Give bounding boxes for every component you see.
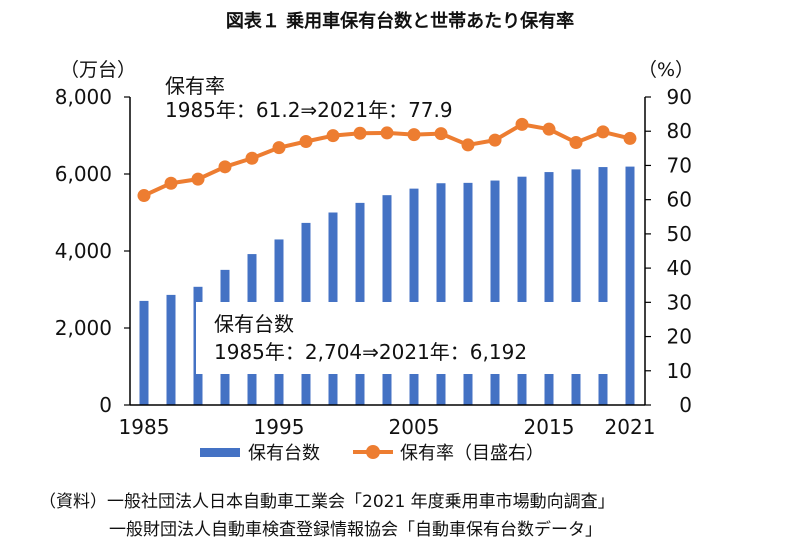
x-tick-label-1995: 1995 [254,415,305,439]
x-axis-ticks: 1985 1995 2005 2015 2021 [119,415,656,439]
right-axis-ticks: 0 10 20 30 40 50 60 70 80 90 [645,85,692,417]
rate-point-1991 [218,160,232,174]
chart-title: 図表１ 乗用車保有台数と世帯あたり保有率 [226,10,574,32]
bar-2005 [409,188,419,405]
right-tick-label: 0 [679,393,692,417]
line-series-rate [137,117,637,203]
rate-point-2003 [380,126,394,140]
rate-point-2007 [434,127,448,141]
bar-2009 [463,182,473,405]
annotation-rate: 保有率 1985年：61.2⇒2021年：77.9 [137,72,532,128]
right-tick-label: 30 [667,290,692,314]
bar-2013 [517,176,527,405]
rate-point-2013 [515,117,529,131]
rate-point-2015 [542,122,556,136]
bar-2015 [544,172,554,405]
right-tick-label: 80 [667,119,692,143]
rate-point-2019 [596,125,610,139]
rate-point-1995 [272,141,286,155]
source-line-1: （資料）一般社団法人日本自動車工業会「2021 年度乗用車市場動向調査」 [39,492,615,512]
bar-2021 [625,166,635,405]
rate-point-2021 [623,131,637,145]
annotation-count-heading: 保有台数 [214,312,294,336]
right-tick-label: 10 [667,359,692,383]
legend-line-label: 保有率（目盛右） [400,443,544,464]
x-tick-label-2021: 2021 [605,415,656,439]
rate-point-1985 [137,189,151,203]
rate-point-1999 [326,129,340,143]
right-tick-label: 60 [667,188,692,212]
legend-bar-swatch [200,448,240,457]
left-tick-label: 8,000 [55,85,112,109]
left-axis-ticks: 0 2,000 4,000 6,000 8,000 [55,85,130,417]
rate-point-1993 [245,151,259,165]
rate-point-2005 [407,128,421,142]
rate-point-2011 [488,133,502,147]
right-axis-unit: （%） [638,59,694,81]
legend-line-marker [366,445,380,459]
annotation-rate-values: 1985年：61.2⇒2021年：77.9 [165,98,453,122]
bar-2011 [490,180,500,405]
rate-point-1987 [164,176,178,190]
bar-2019 [598,167,608,405]
rate-point-1989 [191,172,205,186]
legend: 保有台数 保有率（目盛右） [200,443,544,464]
rate-point-2009 [461,138,475,152]
bar-1987 [166,294,176,405]
bar-2017 [571,169,581,405]
annotation-count-values: 1985年：2,704⇒2021年：6,192 [214,340,527,364]
right-tick-label: 40 [667,256,692,280]
bar-2007 [436,183,446,405]
rate-point-2001 [353,126,367,140]
annotation-count: 保有台数 1985年：2,704⇒2021年：6,192 [196,302,623,374]
bar-2003 [382,195,392,405]
left-tick-label: 6,000 [55,162,112,186]
right-tick-label: 20 [667,325,692,349]
left-axis-unit: （万台） [60,59,136,81]
source-line-2: 一般財団法人自動車検査登録情報協会「自動車保有台数データ」 [109,520,602,540]
left-tick-label: 4,000 [55,239,112,263]
left-tick-label: 2,000 [55,316,112,340]
legend-bar-label: 保有台数 [248,443,320,464]
rate-point-1997 [299,134,313,148]
chart: 図表１ 乗用車保有台数と世帯あたり保有率 （万台） （%） 0 2,000 4,00… [55,10,694,464]
x-tick-label-2005: 2005 [389,415,440,439]
bar-1985 [139,300,149,405]
x-tick-label-2015: 2015 [524,415,575,439]
x-tick-label-1985: 1985 [119,415,170,439]
right-tick-label: 50 [667,222,692,246]
annotation-rate-heading: 保有率 [165,74,225,98]
rate-point-2017 [569,136,583,150]
right-tick-label: 70 [667,153,692,177]
left-tick-label: 0 [99,393,112,417]
right-tick-label: 90 [667,85,692,109]
